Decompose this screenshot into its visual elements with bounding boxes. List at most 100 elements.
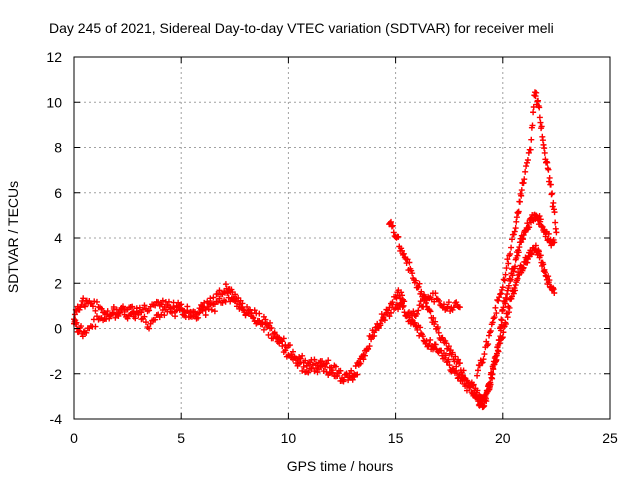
data-point: [360, 351, 367, 358]
data-point: [417, 298, 424, 305]
data-point: [291, 353, 298, 360]
data-point: [431, 298, 438, 305]
data-point: [270, 335, 277, 342]
data-point: [400, 302, 407, 309]
data-point: [399, 304, 406, 311]
data-point: [518, 187, 525, 194]
data-point: [82, 303, 89, 310]
data-point: [211, 308, 218, 315]
data-point: [93, 298, 100, 305]
data-point: [495, 297, 502, 304]
label-layer: 0 5 10 15 20 25 -4 -2 0 2 4 6 8 10 12: [46, 49, 618, 446]
data-point: [520, 264, 527, 271]
data-point: [514, 252, 521, 259]
x-tick-label: 0: [70, 430, 78, 446]
data-point: [482, 391, 489, 398]
data-point: [129, 303, 136, 310]
data-point: [535, 248, 542, 255]
data-point: [440, 301, 447, 308]
data-point: [523, 163, 530, 170]
data-point: [256, 310, 263, 317]
data-point: [348, 367, 355, 374]
data-point: [446, 362, 453, 369]
data-point: [500, 276, 507, 283]
data-point: [351, 371, 358, 378]
data-point: [486, 329, 493, 336]
data-point: [511, 228, 518, 235]
data-point: [388, 218, 395, 225]
data-point: [512, 225, 519, 232]
data-point: [232, 291, 239, 298]
data-point: [158, 301, 165, 308]
series-track-d: [396, 242, 558, 411]
data-point: [80, 295, 87, 302]
data-point: [436, 298, 443, 305]
data-point: [387, 219, 394, 226]
data-point: [384, 307, 391, 314]
data-point: [443, 340, 450, 347]
data-point: [208, 306, 215, 313]
data-point: [545, 166, 552, 173]
data-point: [120, 306, 127, 313]
data-point: [325, 357, 332, 364]
chart-title: Day 245 of 2021, Sidereal Day-to-day VTE…: [49, 20, 554, 36]
data-point: [234, 298, 241, 305]
data-point: [92, 323, 99, 330]
data-point: [71, 311, 78, 318]
data-point: [116, 309, 123, 316]
data-point: [386, 304, 393, 311]
data-point: [530, 103, 537, 110]
data-point: [239, 300, 246, 307]
data-point: [536, 114, 543, 121]
data-point: [418, 330, 425, 337]
data-point: [392, 293, 399, 300]
x-tick-label: 10: [281, 430, 297, 446]
data-point: [139, 306, 146, 313]
data-point: [109, 309, 116, 316]
data-point: [454, 375, 461, 382]
data-point: [365, 345, 372, 352]
data-point: [210, 294, 217, 301]
data-point: [146, 307, 153, 314]
data-point: [133, 308, 140, 315]
y-tick-label: 12: [46, 49, 62, 65]
data-point: [529, 122, 536, 129]
data-point: [417, 324, 424, 331]
data-point: [93, 313, 100, 320]
tick-layer: [73, 56, 611, 420]
data-point: [479, 404, 486, 411]
data-point: [525, 149, 532, 156]
data-point: [132, 315, 139, 322]
data-point: [335, 370, 342, 377]
data-point: [456, 360, 463, 367]
data-point: [322, 363, 329, 370]
data-point: [530, 109, 537, 116]
data-point: [502, 320, 509, 327]
data-point: [508, 244, 515, 251]
data-point: [155, 299, 162, 306]
data-point: [503, 265, 510, 272]
data-point: [277, 338, 284, 345]
data-point: [493, 357, 500, 364]
data-point: [136, 309, 143, 316]
data-point: [311, 356, 318, 363]
data-point: [489, 319, 496, 326]
data-point: [312, 365, 319, 372]
data-point: [199, 307, 206, 314]
data-point: [308, 365, 315, 372]
data-point: [526, 224, 533, 231]
data-point: [463, 387, 470, 394]
data-point: [216, 295, 223, 302]
data-point: [545, 230, 552, 237]
data-point: [541, 149, 548, 156]
data-point: [460, 375, 467, 382]
y-tick-label: 2: [54, 275, 62, 291]
data-point: [492, 304, 499, 311]
data-point: [107, 313, 114, 320]
data-point: [552, 219, 559, 226]
y-tick-label: 4: [54, 230, 62, 246]
data-point: [112, 311, 119, 318]
data-point: [202, 312, 209, 319]
data-point: [245, 310, 252, 317]
data-point: [195, 314, 202, 321]
